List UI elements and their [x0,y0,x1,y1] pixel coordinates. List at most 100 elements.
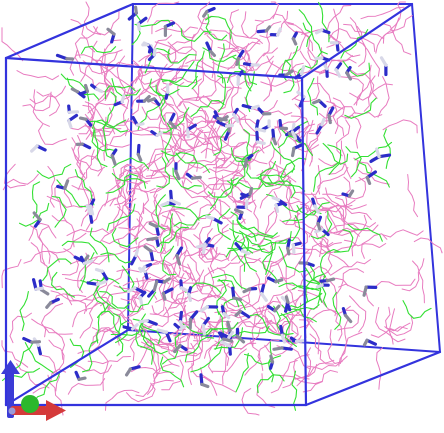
molecule-chain-pink [206,35,215,78]
molecule-chain-pink [154,267,182,303]
functional-group [55,53,75,61]
molecule-chain-green [19,290,29,332]
functional-group [30,144,47,153]
molecule-chain-pink [164,262,178,305]
molecule-chain-pink [330,259,371,276]
molecule-chain-pink [83,277,108,314]
functional-group [232,107,240,124]
molecule-chain-pink [54,182,68,223]
molecule-chain-pink [237,321,264,343]
molecule-chain-green [180,321,218,335]
molecule-chain-pink [256,288,296,310]
molecule-chain-pink [229,21,264,39]
orientation-axes [1,360,66,421]
molecule-chain-pink [69,54,98,76]
molecule-chain-pink [1,340,29,368]
molecule-chain-green [180,28,212,42]
molecule-chain-green [243,159,271,186]
molecule-chain-pink [300,203,318,238]
functional-group [127,286,145,294]
molecule-chain-pink [283,20,313,52]
molecule-chain-green [226,180,265,190]
molecule-chain-pink [251,210,275,247]
molecule-chain-pink [137,64,165,85]
molecule-chain-green [317,1,330,43]
molecule-chain-pink [179,330,217,347]
molecule-chain-green [262,251,280,285]
molecule-chain-pink [211,348,247,372]
molecule-chain-pink [137,272,170,291]
molecule-chain-pink [276,296,299,336]
molecule-chain-pink [182,251,201,282]
functional-group [205,41,216,58]
box-edge [300,76,308,407]
molecule-chain-pink [294,359,335,380]
molecule-chain-pink [255,110,293,128]
molecule-chain-pink [198,244,218,263]
molecule-chain-pink [50,290,87,312]
molecule-chain-pink [235,55,275,72]
functional-group [271,128,278,146]
molecule-chain-green [247,237,277,254]
molecule-chain-pink [293,213,308,247]
molecule-chain-pink [238,233,280,243]
molecule-chain-pink [407,174,419,218]
molecule-chain-green [201,321,239,338]
molecule-chain-green [257,230,292,248]
molecule-chain-pink [141,67,187,74]
molecule-chain-pink [181,15,212,39]
functional-group [122,323,139,331]
molecule-chain-pink [355,39,380,77]
molecule-chain-green [60,73,90,102]
molecule-chain-green [162,245,177,276]
molecule-chain-pink [77,328,112,354]
functional-group [74,370,87,381]
molecule-chain-green [279,304,320,317]
molecule-chain-pink [109,325,146,342]
functional-group [235,327,246,344]
molecule-chain-green [96,304,109,344]
functional-group [234,309,251,319]
molecule-chain-green [162,204,200,221]
functional-group [261,119,271,131]
functional-group [32,211,42,228]
molecule-chain-pink [263,60,274,102]
molecule-chain-pink [149,259,187,280]
molecule-chain-pink [158,321,196,344]
functional-group [85,204,94,224]
molecule-chain-green [278,246,307,273]
molecule-chain-pink [154,41,177,70]
molecule-chain-pink [278,374,323,385]
molecule-chain-pink [326,100,345,137]
molecule-chain-pink [125,60,143,97]
functional-group [341,189,355,198]
molecule-chain-green [347,223,383,242]
molecule-chain-pink [341,177,366,200]
molecule-chain-pink [185,270,217,299]
molecule-chain-pink [38,281,73,306]
functional-group [284,295,290,313]
molecule-chain-pink [172,249,188,288]
molecule-chain-pink [84,123,122,137]
molecule-chain-pink [67,378,106,395]
functional-group [67,104,80,114]
molecule-chain-green [243,353,282,365]
functional-group [266,276,284,284]
functional-group [362,338,377,347]
functional-group [75,142,92,150]
molecule-chain-pink [167,34,195,55]
molecule-chain-pink [285,264,297,308]
molecule-chain-pink [240,319,273,351]
molecule-chain-green [140,313,155,349]
molecule-chain-pink [311,82,345,110]
molecule-chain-green [96,310,122,336]
molecule-chain-green [99,291,131,309]
molecule-chain-pink [104,48,115,91]
molecule-chain-pink [141,325,177,354]
molecule-chain-pink [187,342,196,385]
molecule-chain-pink [87,52,118,75]
molecule-chain-green [79,252,95,291]
molecule-chain-green [232,219,254,254]
molecule-chain-pink [361,233,388,259]
